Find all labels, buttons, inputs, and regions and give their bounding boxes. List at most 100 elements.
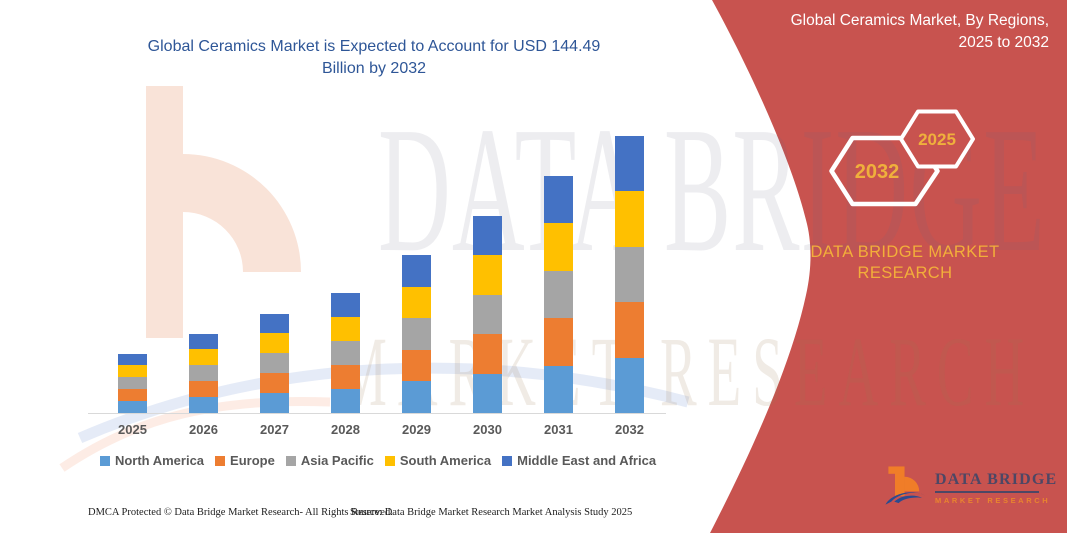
bar-segment-north-america xyxy=(402,381,431,413)
side-panel-shape xyxy=(710,0,1067,533)
forecast-hexagons: 2032 2025 xyxy=(829,109,975,207)
side-panel-heading-line2: 2025 to 2032 xyxy=(958,34,1049,51)
bar-segment-middle-east-and-africa xyxy=(118,353,147,366)
bar-segment-south-america xyxy=(260,333,289,354)
bar-segment-middle-east-and-africa xyxy=(189,333,218,350)
logo-divider xyxy=(935,491,1039,493)
legend-label: Europe xyxy=(230,453,275,468)
bar-segment-middle-east-and-africa xyxy=(544,175,573,223)
bar-segment-asia-pacific xyxy=(544,270,573,318)
bar-segment-south-america xyxy=(615,191,644,247)
bar-segment-south-america xyxy=(544,223,573,271)
bar-segment-europe xyxy=(260,373,289,394)
x-axis-label-2029: 2029 xyxy=(402,422,431,437)
bar-segment-asia-pacific xyxy=(331,341,360,365)
stacked-bar-2027 xyxy=(260,313,289,413)
bar-segment-asia-pacific xyxy=(260,353,289,374)
bar-segment-middle-east-and-africa xyxy=(402,255,431,287)
hexagon-2025 xyxy=(899,109,975,169)
chart-title-line2: Billion by 2032 xyxy=(321,60,427,77)
bar-segment-asia-pacific xyxy=(402,318,431,350)
chart-title: Global Ceramics Market is Expected to Ac… xyxy=(88,36,660,80)
bar-segment-north-america xyxy=(260,393,289,413)
databridge-logo: DATA BRIDGE MARKET RESEARCH xyxy=(884,462,1057,512)
bar-segment-north-america xyxy=(189,397,218,413)
bar-segment-asia-pacific xyxy=(615,246,644,303)
brand-text: DATA BRIDGE MARKET RESEARCH xyxy=(795,242,1015,284)
chart-legend: North America Europe Asia Pacific South Ame… xyxy=(88,453,668,468)
logo-subtitle: MARKET RESEARCH xyxy=(935,495,1051,505)
x-axis-line xyxy=(88,413,666,414)
hexagon-2025-label: 2025 xyxy=(918,130,956,149)
watermark-marketresearch-text: MARKET RESEARCH xyxy=(338,316,1036,427)
legend-swatch-icon xyxy=(502,455,513,466)
legend-swatch-icon xyxy=(99,455,110,466)
bar-segment-south-america xyxy=(473,255,502,295)
chart-title-line1: Global Ceramics Market is Expected to Ac… xyxy=(147,38,601,55)
stacked-bar-2026 xyxy=(189,333,218,413)
legend-item-south-america: South America xyxy=(384,453,492,468)
legend-swatch-icon xyxy=(285,455,296,466)
bar-segment-europe xyxy=(615,302,644,358)
bar-segment-south-america xyxy=(402,286,431,319)
bar-segment-north-america xyxy=(118,401,147,413)
bar-segment-asia-pacific xyxy=(473,294,502,334)
logo-name: DATA BRIDGE xyxy=(935,471,1058,488)
x-axis-label-2031: 2031 xyxy=(544,422,573,437)
bar-segment-europe xyxy=(544,318,573,366)
watermark-b-bowl xyxy=(183,154,301,272)
bar-segment-middle-east-and-africa xyxy=(260,313,289,334)
bar-segment-north-america xyxy=(331,389,360,413)
hexagon-2032-label: 2032 xyxy=(855,161,900,183)
bar-segment-europe xyxy=(189,381,218,398)
bar-segment-middle-east-and-africa xyxy=(331,293,360,317)
stacked-bar-2030 xyxy=(473,215,502,413)
legend-label: Asia Pacific xyxy=(300,453,374,468)
bar-segment-europe xyxy=(473,334,502,374)
side-panel-heading-line1: Global Ceramics Market, By Regions, xyxy=(790,12,1049,29)
bar-segment-south-america xyxy=(331,317,360,341)
legend-item-europe: Europe xyxy=(215,453,275,468)
bar-segment-north-america xyxy=(544,365,573,413)
bar-segment-south-america xyxy=(118,365,147,378)
bar-segment-south-america xyxy=(189,349,218,366)
decorative-swoosh-blue xyxy=(77,362,690,444)
side-panel-heading: Global Ceramics Market, By Regions, 2025… xyxy=(739,10,1049,54)
legend-item-asia-pacific: Asia Pacific xyxy=(285,453,374,468)
bar-segment-asia-pacific xyxy=(189,365,218,382)
legend-item-north-america: North America xyxy=(99,453,205,468)
stacked-bar-2028 xyxy=(331,293,360,413)
brand-text-line2: RESEARCH xyxy=(857,264,953,282)
stacked-bar-2025 xyxy=(118,353,147,413)
bar-segment-middle-east-and-africa xyxy=(615,136,644,192)
bar-segment-europe xyxy=(331,365,360,389)
stacked-bar-2032 xyxy=(615,136,644,413)
brand-text-line1: DATA BRIDGE MARKET xyxy=(810,243,1000,261)
legend-label: Middle East and Africa xyxy=(517,453,657,468)
hexagon-2032 xyxy=(829,135,940,207)
stacked-bar-2029 xyxy=(402,255,431,413)
footer-source: Source: Data Bridge Market Research Mark… xyxy=(350,507,633,518)
legend-label: South America xyxy=(399,453,492,468)
x-axis-label-2030: 2030 xyxy=(473,422,502,437)
bar-segment-europe xyxy=(118,389,147,402)
plot-area xyxy=(118,136,644,413)
legend-label: North America xyxy=(114,453,205,468)
bar-segment-europe xyxy=(402,349,431,382)
x-axis-label-2028: 2028 xyxy=(331,422,360,437)
x-axis-label-2032: 2032 xyxy=(615,422,644,437)
bar-segment-asia-pacific xyxy=(118,377,147,390)
bar-segment-middle-east-and-africa xyxy=(473,215,502,255)
watermark-b-stem xyxy=(146,86,183,338)
stacked-bar-2031 xyxy=(544,175,573,413)
footer-copyright: DMCA Protected © Data Bridge Market Rese… xyxy=(88,507,393,518)
legend-item-middle-east-and-africa: Middle East and Africa xyxy=(502,453,656,468)
legend-swatch-icon xyxy=(215,455,226,466)
legend-swatch-icon xyxy=(384,455,395,466)
x-axis-label-2025: 2025 xyxy=(118,422,147,437)
bar-segment-north-america xyxy=(615,357,644,413)
bar-segment-north-america xyxy=(473,373,502,413)
